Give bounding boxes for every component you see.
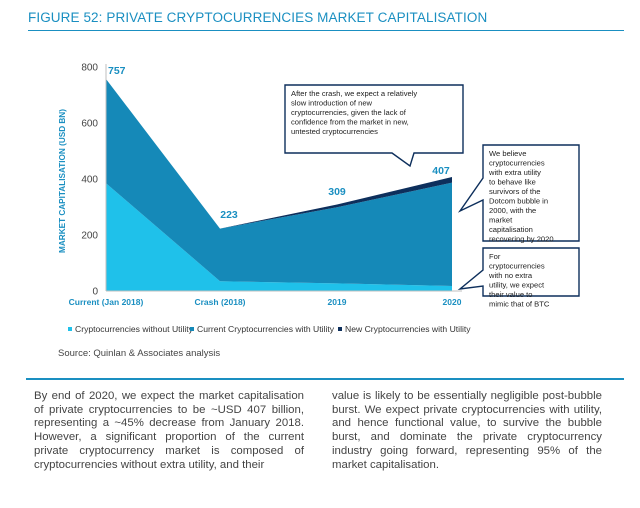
- callout-no-utility-line: their value to: [489, 290, 532, 299]
- callout-utility-line: cryptocurrencies: [489, 159, 545, 168]
- callout-utility-line: Dotcom bubble in: [489, 197, 548, 206]
- callout-utility-line: with extra utility: [488, 168, 541, 177]
- callout-utility-text: We believe cryptocurrencies with extra uti…: [488, 149, 554, 244]
- callout-utility-line: recovering by 2020: [489, 235, 554, 244]
- source-note: Source: Quinlan & Associates analysis: [58, 348, 221, 359]
- body-text-left: By end of 2020, we expect the market cap…: [34, 390, 304, 471]
- body-rule: [26, 378, 624, 380]
- callout-utility-line: capitalisation: [489, 225, 533, 234]
- callout-no-utility-box: [457, 247, 580, 297]
- callout-utility-line: to behave like: [489, 178, 536, 187]
- callout-new-crypto-line: slow introduction of new: [291, 99, 373, 108]
- callout-no-utility-line: cryptocurrencies: [489, 262, 545, 271]
- legend-swatch: [190, 327, 194, 331]
- callout-new-crypto-box: [284, 84, 464, 168]
- legend-label: Cryptocurrencies without Utility: [75, 324, 194, 334]
- y-tick-label: 200: [81, 231, 98, 242]
- x-tick-label: Crash (2018): [194, 297, 245, 307]
- callout-utility-line: 2000, with the: [489, 206, 536, 215]
- callout-new-crypto-line: cryptocurrencies, given the lack of: [291, 108, 407, 117]
- callout-utility-line: survivors of the: [489, 187, 541, 196]
- callout-no-utility-line: For: [489, 252, 501, 261]
- legend-label: Current Cryptocurrencies with Utility: [197, 324, 335, 334]
- callout-new-crypto-line: untested cryptocurrencies: [291, 127, 378, 136]
- market-cap-chart: 0 200 400 600 800 MARKET CAPITALISATION (USD …: [58, 63, 580, 334]
- area-series-2: [106, 79, 452, 286]
- total-data-label: 757: [108, 65, 126, 77]
- callout-no-utility-line: mimic that of BTC: [489, 300, 550, 309]
- body-text-right: value is likely to be essentially neglig…: [332, 390, 602, 471]
- legend-swatch: [68, 327, 72, 331]
- callout-utility-box: [457, 144, 580, 242]
- callout-new-crypto-line: confidence from the market in new,: [291, 118, 409, 127]
- x-tick-label: 2020: [443, 297, 462, 307]
- y-tick-label: 800: [81, 63, 98, 74]
- figure-title: FIGURE 52: PRIVATE CRYPTOCURRENCIES MARK…: [28, 10, 488, 25]
- callout-utility-line: We believe: [489, 149, 526, 158]
- total-data-label: 407: [432, 165, 450, 177]
- x-tick-label: Current (Jan 2018): [69, 297, 144, 307]
- callout-no-utility-line: with no extra: [488, 271, 533, 280]
- callout-new-crypto-line: After the crash, we expect a relatively: [291, 89, 417, 98]
- total-data-label: 309: [328, 186, 346, 198]
- y-tick-label: 600: [81, 119, 98, 130]
- title-rule: [28, 30, 624, 31]
- callout-no-utility-text: For cryptocurrencies with no extra utility,…: [488, 252, 550, 309]
- y-tick-label: 0: [92, 287, 98, 298]
- callout-new-crypto-text: After the crash, we expect a relatively s…: [291, 89, 417, 136]
- y-axis-title: MARKET CAPITALISATION (USD BN): [58, 109, 67, 253]
- callout-no-utility-line: utility, we expect: [489, 281, 545, 290]
- legend-label: New Cryptocurrencies with Utility: [345, 324, 471, 334]
- legend-swatch: [338, 327, 342, 331]
- callout-utility-line: market: [489, 216, 513, 225]
- x-tick-label: 2019: [328, 297, 347, 307]
- y-tick-label: 400: [81, 175, 98, 186]
- area-series-1: [106, 183, 452, 291]
- total-data-label: 223: [220, 209, 238, 221]
